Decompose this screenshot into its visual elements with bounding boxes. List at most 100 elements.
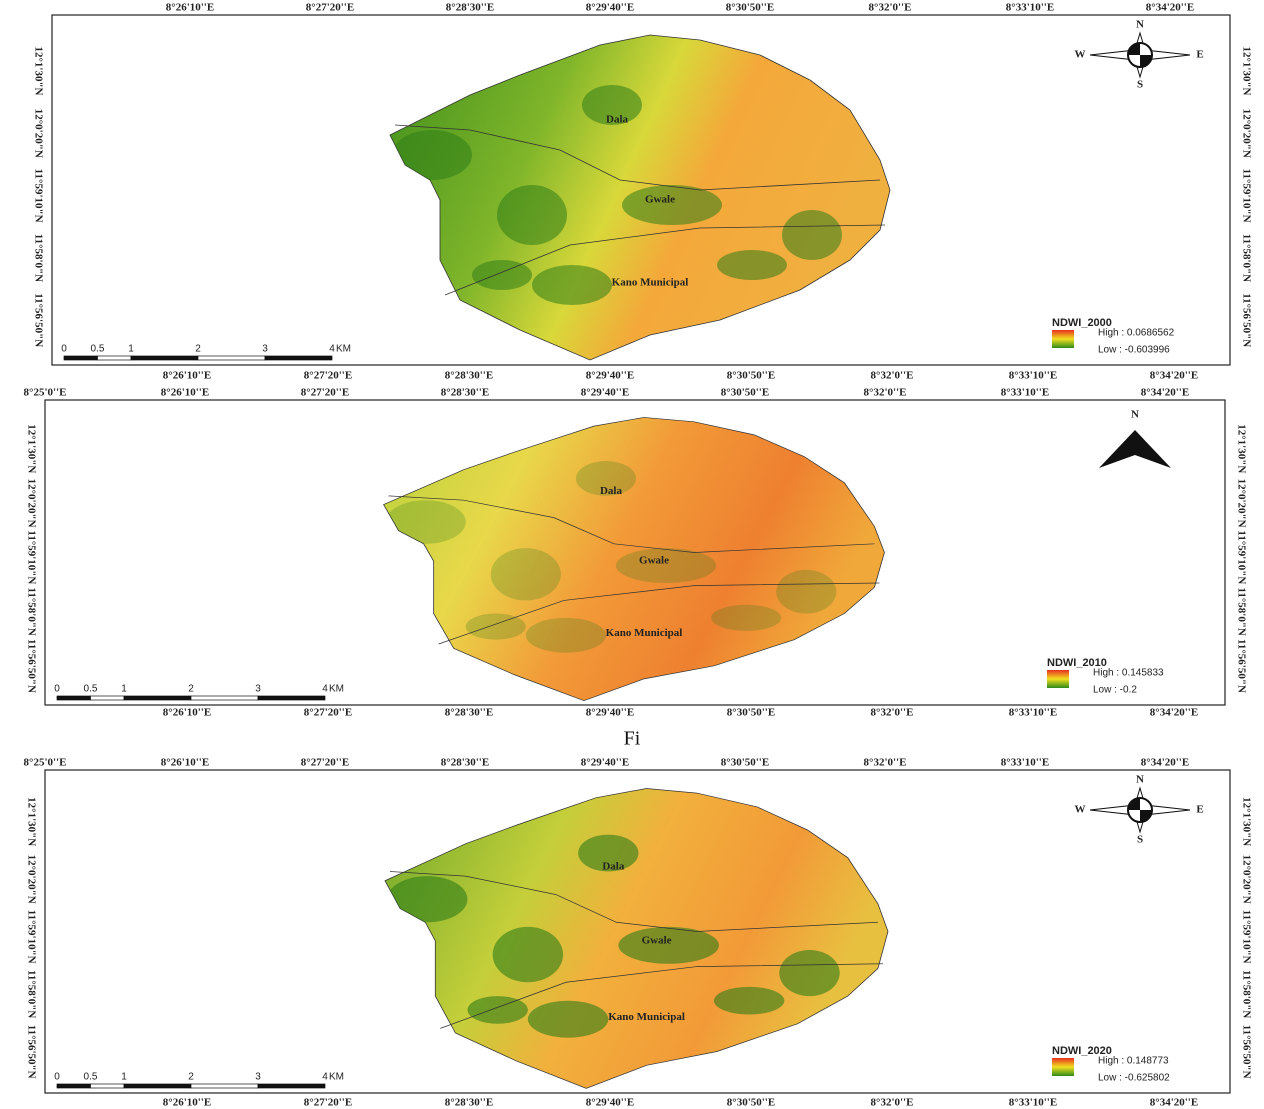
scale-label: KM bbox=[329, 684, 344, 695]
left-tick-label: 12°1'30"N bbox=[32, 46, 44, 95]
right-tick-label: 12°1'30"N bbox=[1235, 424, 1247, 473]
patch bbox=[532, 265, 612, 305]
top-tick-label: 8°27'20''E bbox=[301, 387, 349, 399]
place-label: Gwale bbox=[645, 194, 675, 206]
bottom-tick-label: 8°27'20''E bbox=[304, 370, 352, 382]
right-tick-label: 11°56'50"N bbox=[1235, 639, 1247, 693]
scale-segment bbox=[258, 1084, 325, 1088]
north-label: N bbox=[1131, 409, 1139, 421]
patch bbox=[497, 185, 567, 245]
legend-swatch bbox=[1047, 670, 1069, 688]
patch bbox=[491, 548, 561, 600]
top-tick-label: 8°25'0''E bbox=[24, 757, 67, 769]
scale-label: 0 bbox=[54, 684, 60, 695]
top-tick-label: 8°27'20''E bbox=[301, 757, 349, 769]
left-tick-label: 12°0'20"N bbox=[32, 109, 44, 158]
left-tick-label: 12°0'20"N bbox=[25, 479, 37, 528]
patch bbox=[526, 618, 606, 653]
scale-label: 1 bbox=[121, 684, 127, 695]
bottom-tick-label: 8°30'50''E bbox=[727, 707, 775, 719]
legend-high: High : 0.145833 bbox=[1093, 668, 1164, 679]
map-figure: Fi DalaGwaleKano Municipal8°26'10''E8°27… bbox=[0, 0, 1264, 1109]
right-tick-label: 12°1'30"N bbox=[1240, 46, 1252, 95]
place-label: Gwale bbox=[639, 555, 669, 567]
bottom-tick-label: 8°34'20''E bbox=[1150, 1097, 1198, 1109]
legend-low: Low : -0.603996 bbox=[1098, 345, 1170, 356]
left-tick-label: 12°1'30"N bbox=[25, 797, 37, 846]
top-tick-label: 8°30'50''E bbox=[726, 2, 774, 14]
top-tick-label: 8°28'30''E bbox=[441, 387, 489, 399]
bottom-tick-label: 8°32'0''E bbox=[871, 1097, 914, 1109]
left-tick-label: 11°56'50"N bbox=[25, 1025, 37, 1079]
scale-segment bbox=[64, 356, 98, 360]
compass-label: N bbox=[1136, 774, 1144, 786]
place-label: Dala bbox=[600, 485, 623, 497]
bottom-tick-label: 8°32'0''E bbox=[871, 707, 914, 719]
patch bbox=[467, 996, 527, 1024]
compass-label: W bbox=[1075, 49, 1086, 61]
right-tick-label: 12°1'30"N bbox=[1240, 797, 1252, 846]
scale-label: KM bbox=[329, 1072, 344, 1083]
bottom-tick-label: 8°29'40''E bbox=[586, 1097, 634, 1109]
bottom-tick-label: 8°26'10''E bbox=[163, 707, 211, 719]
bottom-tick-label: 8°34'20''E bbox=[1150, 707, 1198, 719]
place-label: Kano Municipal bbox=[606, 627, 683, 639]
place-label: Kano Municipal bbox=[608, 1011, 685, 1023]
top-tick-label: 8°29'40''E bbox=[586, 2, 634, 14]
place-label: Kano Municipal bbox=[612, 277, 689, 289]
left-tick-label: 12°1'30"N bbox=[25, 424, 37, 473]
bottom-tick-label: 8°26'10''E bbox=[163, 370, 211, 382]
right-tick-label: 11°59'10"N bbox=[1240, 910, 1252, 964]
scale-segment bbox=[191, 1084, 258, 1088]
bottom-tick-label: 8°26'10''E bbox=[163, 1097, 211, 1109]
top-tick-label: 8°32'0''E bbox=[864, 757, 907, 769]
scale-segment bbox=[258, 696, 325, 700]
scale-label: 1 bbox=[121, 1072, 127, 1083]
place-label: Dala bbox=[606, 114, 629, 126]
scale-label: 2 bbox=[195, 344, 201, 355]
scale-segment bbox=[265, 356, 332, 360]
scale-segment bbox=[57, 696, 91, 700]
patch bbox=[717, 250, 787, 280]
scale-label: 3 bbox=[255, 1072, 261, 1083]
scale-segment bbox=[198, 356, 265, 360]
left-tick-label: 11°56'50"N bbox=[32, 293, 44, 347]
right-tick-label: 11°58'0"N bbox=[1240, 970, 1252, 1018]
place-label: Dala bbox=[602, 860, 625, 872]
bottom-tick-label: 8°28'30''E bbox=[445, 707, 493, 719]
left-tick-label: 11°59'10"N bbox=[32, 169, 44, 223]
scale-segment bbox=[131, 356, 198, 360]
right-tick-label: 11°56'50"N bbox=[1240, 293, 1252, 347]
bottom-tick-label: 8°28'30''E bbox=[445, 1097, 493, 1109]
patch bbox=[392, 130, 472, 180]
right-tick-label: 11°58'0"N bbox=[1240, 234, 1252, 282]
compass-label: E bbox=[1196, 804, 1203, 816]
map-panel: DalaGwaleKano Municipal8°25'0''E8°26'10'… bbox=[24, 757, 1253, 1109]
bottom-tick-label: 8°30'50''E bbox=[727, 1097, 775, 1109]
legend-low: Low : -0.625802 bbox=[1098, 1073, 1170, 1084]
right-tick-label: 12°0'20"N bbox=[1240, 855, 1252, 904]
study-area bbox=[384, 417, 885, 700]
scale-label: 4 bbox=[322, 684, 328, 695]
top-tick-label: 8°29'40''E bbox=[581, 387, 629, 399]
compass-label: S bbox=[1137, 834, 1143, 846]
scale-segment bbox=[91, 1084, 125, 1088]
left-tick-label: 11°58'0"N bbox=[25, 587, 37, 635]
compass-label: E bbox=[1196, 49, 1203, 61]
legend-swatch bbox=[1052, 330, 1074, 348]
bottom-tick-label: 8°29'40''E bbox=[586, 707, 634, 719]
left-tick-label: 11°56'50"N bbox=[25, 639, 37, 693]
scale-label: 0.5 bbox=[84, 1072, 98, 1083]
patch bbox=[386, 500, 466, 544]
bottom-tick-label: 8°27'20''E bbox=[304, 707, 352, 719]
bottom-tick-label: 8°28'30''E bbox=[445, 370, 493, 382]
patch bbox=[714, 987, 784, 1015]
scale-label: 2 bbox=[188, 1072, 194, 1083]
bottom-tick-label: 8°32'0''E bbox=[871, 370, 914, 382]
bottom-tick-label: 8°33'10''E bbox=[1009, 707, 1057, 719]
patch bbox=[779, 950, 839, 996]
bottom-tick-label: 8°34'20''E bbox=[1150, 370, 1198, 382]
left-tick-label: 11°59'10"N bbox=[25, 530, 37, 584]
study-area bbox=[390, 35, 890, 360]
north-arrow bbox=[1099, 430, 1171, 468]
